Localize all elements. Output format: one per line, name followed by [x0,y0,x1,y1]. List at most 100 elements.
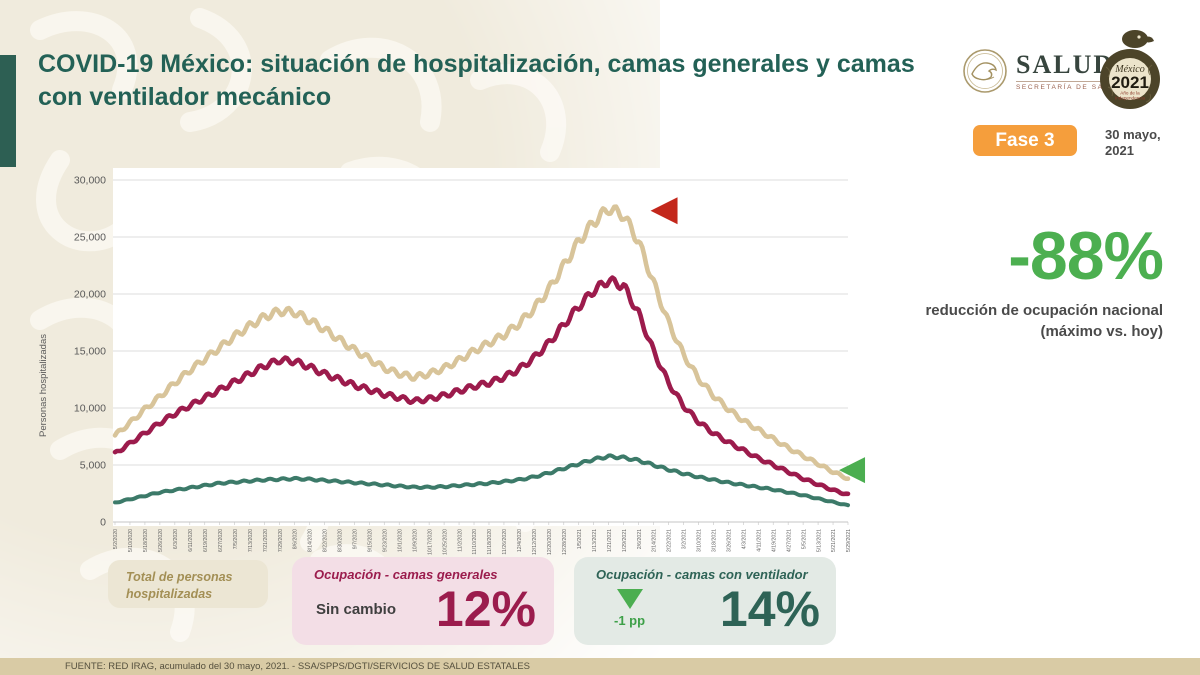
x-tick-label: 3/10/2021 [697,529,703,552]
x-tick-label: 10/17/2020 [427,529,433,555]
general-beds-box: Ocupación - camas generales Sin cambio 1… [292,557,554,645]
x-tick-label: 12/20/2020 [547,529,553,555]
mexico-2021-emblem-icon: México 2021 Año de la Independencia [1100,30,1160,109]
x-tick-label: 9/7/2020 [353,529,359,549]
x-tick-label: 8/22/2020 [323,529,329,552]
y-tick-label: 20,000 [74,289,106,301]
x-tick-label: 6/3/2020 [173,529,179,549]
x-tick-label: 1/29/2021 [622,529,628,552]
total-hospitalized-box: Total de personas hospitalizadas [108,560,268,608]
x-tick-label: 5/2/2020 [113,529,119,549]
plot-background [113,168,858,526]
x-tick-label: 2/14/2021 [652,529,658,552]
y-tick-label: 10,000 [74,403,106,415]
page-title: COVID-19 México: situación de hospitaliz… [38,50,915,111]
ventilator-beds-title: Ocupación - camas con ventilador [596,567,808,582]
x-tick-label: 3/2/2021 [682,529,688,549]
series-1-line [112,204,851,481]
x-tick-label: 5/18/2020 [143,529,149,552]
annotation-triangle-2 [839,457,866,484]
x-tick-label: 6/19/2020 [203,529,209,552]
reduction-stat-caption-line1: reducción de ocupación nacional [925,302,1163,319]
x-tick-label: 10/1/2020 [397,529,403,552]
ventilator-beds-change-group: -1 pp [614,589,645,628]
footer-source: FUENTE: RED IRAG, acumulado del 30 mayo,… [65,661,530,672]
salud-name: SALUD [1016,49,1115,79]
x-tick-label: 4/19/2021 [771,529,777,552]
reduction-stat-caption: reducción de ocupación nacional (máximo … [903,300,1163,342]
x-tick-label: 4/11/2021 [756,529,762,552]
x-tick-label: 9/15/2020 [368,529,374,552]
x-tick-label: 9/23/2020 [382,529,388,552]
y-tick-label: 0 [100,517,106,529]
x-tick-label: 11/10/2020 [472,529,478,555]
x-tick-label: 1/13/2021 [592,529,598,552]
x-tick-label: 5/5/2021 [801,529,807,549]
x-tick-label: 7/29/2020 [278,529,284,552]
annotation-triangle-1 [650,197,678,225]
mexico-logo-mexico: México [1114,64,1144,75]
x-tick-label: 5/21/2021 [831,529,837,552]
x-tick-label: 10/25/2020 [442,529,448,555]
x-tick-label: 3/18/2021 [712,529,718,552]
x-tick-label: 2/6/2021 [637,529,643,549]
x-tick-label: 6/27/2020 [218,529,224,552]
y-tick-label: 15,000 [74,346,106,358]
salud-eagle-seal-icon [963,49,1007,93]
x-tick-label: 7/5/2020 [233,529,239,549]
mexico-logo-line3: Año de la [1120,91,1140,96]
decrease-triangle-icon [616,589,643,610]
general-beds-change: Sin cambio [316,601,397,619]
x-tick-label: 8/30/2020 [338,529,344,552]
total-hospitalized-label: Total de personas hospitalizadas [126,570,233,601]
x-tick-label: 3/26/2021 [727,529,733,552]
reduction-stat-value: -88% [1008,218,1164,294]
report-date-line2: 2021 [1105,143,1134,159]
x-tick-label: 12/4/2020 [517,529,523,552]
x-tick-label: 8/6/2020 [293,529,299,549]
corner-accent-bar [0,55,16,167]
x-tick-label: 1/21/2021 [607,529,613,552]
ventilator-beds-box: Ocupación - camas con ventilador -1 pp 1… [574,557,836,645]
reduction-stat: -88% reducción de ocupación nacional (má… [903,218,1164,342]
report-date: 30 mayo, 2021 [1105,127,1161,160]
hospitalization-trend-chart: 0 5,000 10,000 15,000 20,000 25,000 30,000 5/2/… [74,168,866,555]
x-tick-label: 5/13/2021 [816,529,822,552]
x-tick-label: 8/14/2020 [308,529,314,552]
y-tick-label: 25,000 [74,232,106,244]
x-tick-label: 11/18/2020 [487,529,493,555]
x-tick-label: 1/5/2021 [577,529,583,549]
x-tick-label: 11/26/2020 [502,529,508,555]
mexico-logo-line4: Independencia [1115,96,1146,101]
salud-wordmark: SALUD SECRETARÍA DE SALUD [1016,49,1122,91]
x-tick-label: 12/28/2020 [562,529,568,555]
x-tick-label: 7/13/2020 [248,529,254,552]
x-tick-label: 5/10/2020 [128,529,134,552]
x-tick-label: 4/3/2021 [741,529,747,549]
mexico-logo-2021: 2021 [1111,73,1149,92]
x-tick-label: 7/21/2020 [263,529,269,552]
y-tick-label: 30,000 [74,175,106,187]
salud-subtitle: SECRETARÍA DE SALUD [1016,80,1122,91]
x-tick-label: 5/26/2020 [158,529,164,552]
phase-badge: Fase 3 [973,125,1077,156]
footer-bar: FUENTE: RED IRAG, acumulado del 30 mayo,… [0,658,1200,675]
reduction-stat-caption-line2: (máximo vs. hoy) [1040,323,1163,340]
general-beds-title: Ocupación - camas generales [314,567,498,582]
series-3-line [113,453,850,508]
y-tick-label: 5,000 [80,460,106,472]
x-tick-label: 12/12/2020 [532,529,538,555]
x-tick-label: 4/27/2021 [786,529,792,552]
ventilator-beds-change: -1 pp [614,613,646,629]
x-tick-label: 5/29/2021 [846,529,852,552]
x-tick-label: 2/22/2021 [667,529,673,552]
ventilator-beds-value: 14% [719,581,820,637]
report-date-line1: 30 mayo, [1105,127,1161,142]
x-tick-label: 11/2/2020 [457,529,463,552]
general-beds-value: 12% [435,581,536,637]
x-tick-label: 6/11/2020 [188,529,194,552]
x-tick-label: 10/9/2020 [412,529,418,552]
salud-logo: SALUD SECRETARÍA DE SALUD [962,48,1122,94]
series-2-line [112,275,851,497]
